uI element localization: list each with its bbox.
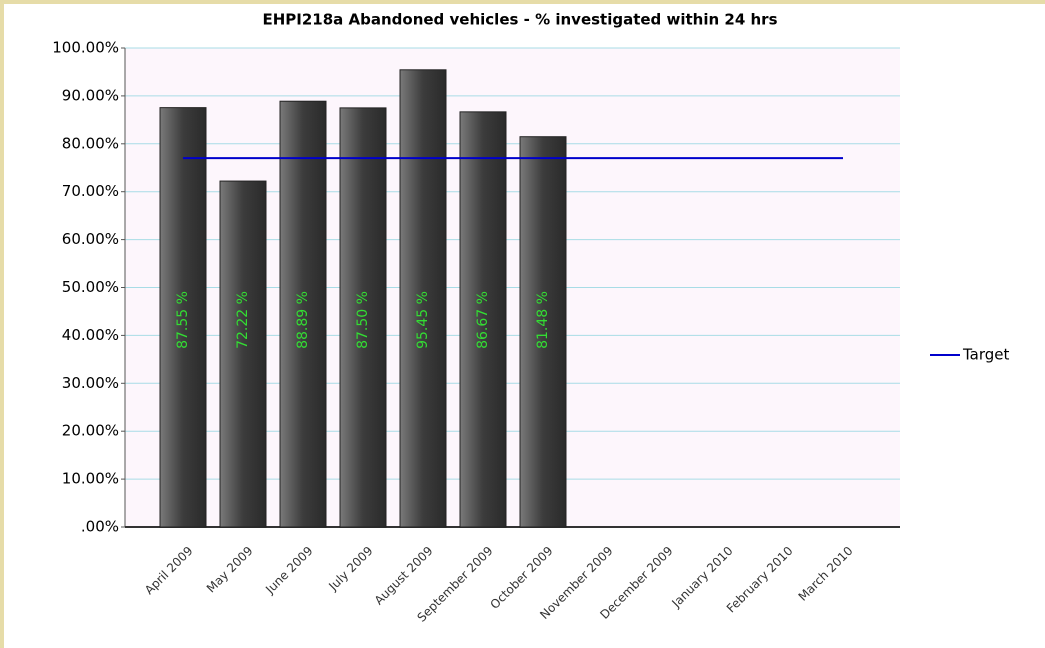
chart-title: EHPI218a Abandoned vehicles - % investig… xyxy=(262,11,777,29)
y-tick-label: 60.00% xyxy=(62,230,119,248)
value-label: 81.48 % xyxy=(535,291,551,349)
y-tick-label: 50.00% xyxy=(62,278,119,296)
y-tick-label: 70.00% xyxy=(62,182,119,200)
value-label: 88.89 % xyxy=(295,291,311,349)
y-tick-label: .00% xyxy=(81,518,119,536)
top-border xyxy=(0,0,1045,4)
value-label: 87.50 % xyxy=(355,291,371,349)
value-label: 86.67 % xyxy=(475,291,491,349)
left-border xyxy=(0,0,4,648)
y-tick-label: 40.00% xyxy=(62,326,119,344)
y-tick-label: 20.00% xyxy=(62,422,119,440)
bar xyxy=(519,136,567,528)
bar xyxy=(339,107,387,528)
bar xyxy=(399,69,447,528)
y-tick-label: 100.00% xyxy=(52,39,119,57)
value-label: 72.22 % xyxy=(235,291,251,349)
bar xyxy=(279,100,327,528)
y-tick-label: 30.00% xyxy=(62,374,119,392)
bar xyxy=(159,107,207,528)
y-tick-label: 80.00% xyxy=(62,134,119,152)
value-label: 95.45 % xyxy=(415,291,431,349)
bar xyxy=(219,180,267,528)
value-label: 87.55 % xyxy=(175,291,191,349)
legend-label: Target xyxy=(962,346,1010,364)
y-tick-label: 10.00% xyxy=(62,470,119,488)
y-tick-label: 90.00% xyxy=(62,86,119,104)
bar xyxy=(459,111,507,528)
